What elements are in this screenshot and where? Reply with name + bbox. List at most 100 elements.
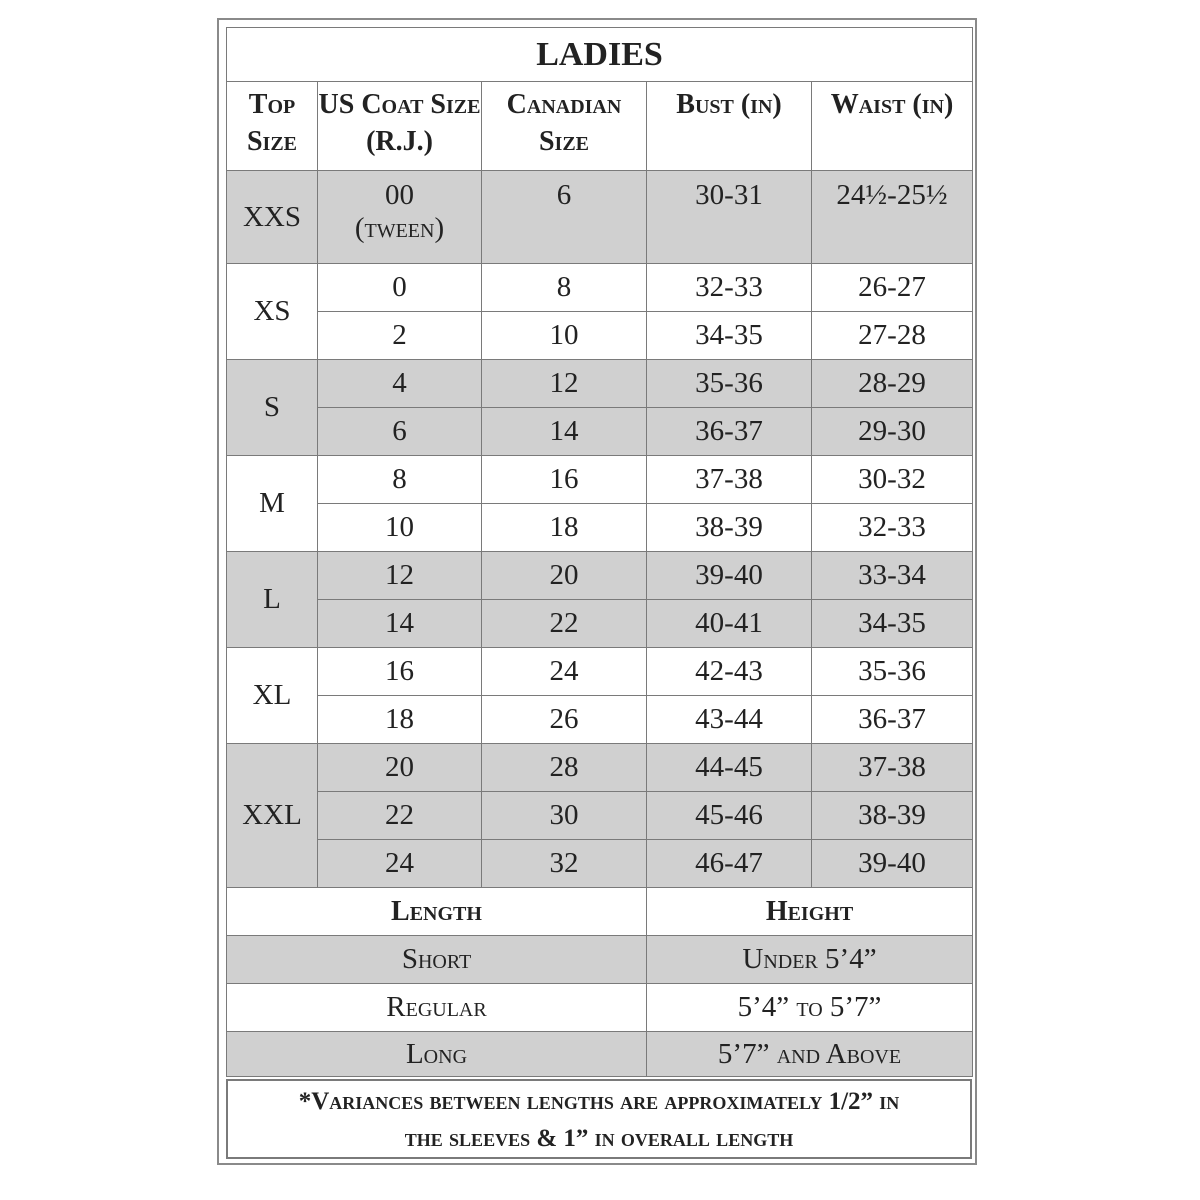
table-row: 22 30 45-46 38-39 [226, 791, 974, 840]
table-row: 10 18 38-39 32-33 [227, 503, 974, 552]
us-coat-size-cell: 6 [317, 407, 482, 456]
cell-value: 30-31 [695, 179, 763, 211]
cell-value: 24½-25½ [836, 179, 948, 211]
bust-cell: 35-36 [646, 359, 812, 408]
bust-cell: 44-45 [646, 743, 812, 792]
length-row: Regular 5’4” to 5’7” [226, 983, 973, 1032]
top-size-cell: XXL [226, 743, 318, 888]
top-size-cell: L [226, 551, 318, 648]
us-coat-size-cell: 10 [317, 503, 482, 552]
size-table: LADIES Top Size US Coat Size (R.J.) Cana… [225, 27, 974, 888]
tween-note: (tween) [354, 212, 445, 244]
length-table: Length Height Short Under 5’4” Regular 5’4”… [226, 887, 973, 1077]
canadian-size-cell: 20 [481, 551, 647, 600]
length-cell: Regular [226, 983, 647, 1032]
bust-cell: 38-39 [646, 503, 812, 552]
waist-cell: 35-36 [810, 647, 974, 696]
waist-cell: 37-38 [810, 743, 974, 792]
canadian-size-cell: 24 [481, 647, 647, 696]
bust-cell: 37-38 [646, 455, 812, 504]
length-cell: Long [226, 1031, 647, 1077]
footnote-line-2: the sleeves & 1” in overall length [404, 1125, 794, 1152]
bust-cell: 34-35 [646, 311, 812, 360]
waist-cell: 26-27 [810, 263, 974, 312]
us-coat-size-cell: 14 [317, 599, 482, 648]
canadian-size-cell: 28 [481, 743, 647, 792]
footnote: *Variances between lengths are approxima… [226, 1079, 972, 1159]
top-size-cell: S [226, 359, 318, 456]
chart-frame [217, 18, 977, 1165]
table-row: XL 16 24 42-43 35-36 [226, 647, 974, 744]
footnote-line-1: *Variances between lengths are approxima… [298, 1088, 900, 1115]
header-canadian-size: Canadian Size [481, 81, 647, 171]
bust-cell: 39-40 [646, 551, 812, 600]
waist-cell: 32-33 [810, 503, 974, 552]
canadian-size-cell: 22 [481, 599, 647, 648]
us-coat-size-cell: 20 [317, 743, 482, 792]
length-cell: Short [226, 935, 647, 984]
bust-cell: 40-41 [646, 599, 812, 648]
us-coat-size-cell: 0 [317, 263, 482, 312]
table-row: M 8 16 37-38 30-32 [226, 455, 974, 552]
table-row: XXS 00 (tween) 6 30-31 24½-25½ [226, 170, 974, 264]
height-cell: 5’4” to 5’7” [646, 983, 973, 1032]
canadian-size-cell: 32 [481, 839, 647, 888]
height-cell: 5’7” and Above [646, 1031, 973, 1077]
waist-cell: 38-39 [810, 791, 974, 840]
header-row: Top Size US Coat Size (R.J.) Canadian Si… [226, 81, 974, 171]
us-coat-size-cell: 2 [317, 311, 482, 360]
bust-cell: 32-33 [646, 263, 812, 312]
cell-value: 6 [556, 179, 572, 211]
top-size-cell: M [226, 455, 318, 552]
canadian-size-cell: 14 [481, 407, 647, 456]
bust-cell: 30-31 [646, 170, 812, 264]
us-coat-size-cell: 22 [317, 791, 482, 840]
table-row: L 12 20 39-40 33-34 [226, 551, 974, 648]
table-row: 18 26 43-44 36-37 [227, 695, 974, 744]
canadian-size-cell: 6 [481, 170, 647, 264]
us-coat-size-cell: 24 [317, 839, 482, 888]
top-size-cell: XXS [226, 170, 318, 264]
us-coat-size-cell: 16 [317, 647, 482, 696]
length-row: Short Under 5’4” [226, 935, 973, 984]
us-coat-size-cell: 12 [317, 551, 482, 600]
waist-cell: 36-37 [810, 695, 974, 744]
canadian-size-cell: 18 [481, 503, 647, 552]
bust-cell: 45-46 [646, 791, 812, 840]
waist-cell: 34-35 [810, 599, 974, 648]
canadian-size-cell: 12 [481, 359, 647, 408]
header-bust: Bust (in) [646, 81, 812, 171]
header-waist: Waist (in) [810, 81, 974, 171]
table-row: XXL 20 28 44-45 37-38 [226, 743, 974, 888]
cell-value: 00 [385, 179, 414, 211]
canadian-size-cell: 26 [481, 695, 647, 744]
header-height: Height [646, 887, 973, 936]
table-title: LADIES [225, 27, 974, 82]
table-row: 6 14 36-37 29-30 [226, 407, 974, 456]
us-coat-size-cell: 00 (tween) [317, 170, 482, 264]
size-chart: LADIES Top Size US Coat Size (R.J.) Cana… [225, 27, 974, 1077]
waist-cell: 27-28 [810, 311, 974, 360]
bust-cell: 36-37 [646, 407, 812, 456]
waist-cell: 29-30 [810, 407, 974, 456]
bust-cell: 42-43 [646, 647, 812, 696]
table-row: 24 32 46-47 39-40 [226, 839, 974, 888]
top-size-cell: XS [226, 263, 318, 360]
us-coat-size-cell: 18 [317, 695, 482, 744]
table-row: XS 0 8 32-33 26-27 [226, 263, 974, 360]
top-size-cell: XL [226, 647, 318, 744]
header-length: Length [226, 887, 647, 936]
bust-cell: 43-44 [646, 695, 812, 744]
us-coat-size-cell: 4 [317, 359, 482, 408]
us-coat-size-cell: 8 [317, 455, 482, 504]
table-row: 14 22 40-41 34-35 [226, 599, 974, 648]
canadian-size-cell: 10 [481, 311, 647, 360]
length-row: Long 5’7” and Above [226, 1031, 973, 1077]
waist-cell: 39-40 [810, 839, 974, 888]
waist-cell: 33-34 [810, 551, 974, 600]
table-row: S 4 12 35-36 28-29 [226, 359, 974, 456]
table-row: 2 10 34-35 27-28 [227, 311, 974, 360]
waist-cell: 24½-25½ [810, 170, 974, 264]
header-us-coat-size: US Coat Size (R.J.) [317, 81, 482, 171]
waist-cell: 30-32 [810, 455, 974, 504]
